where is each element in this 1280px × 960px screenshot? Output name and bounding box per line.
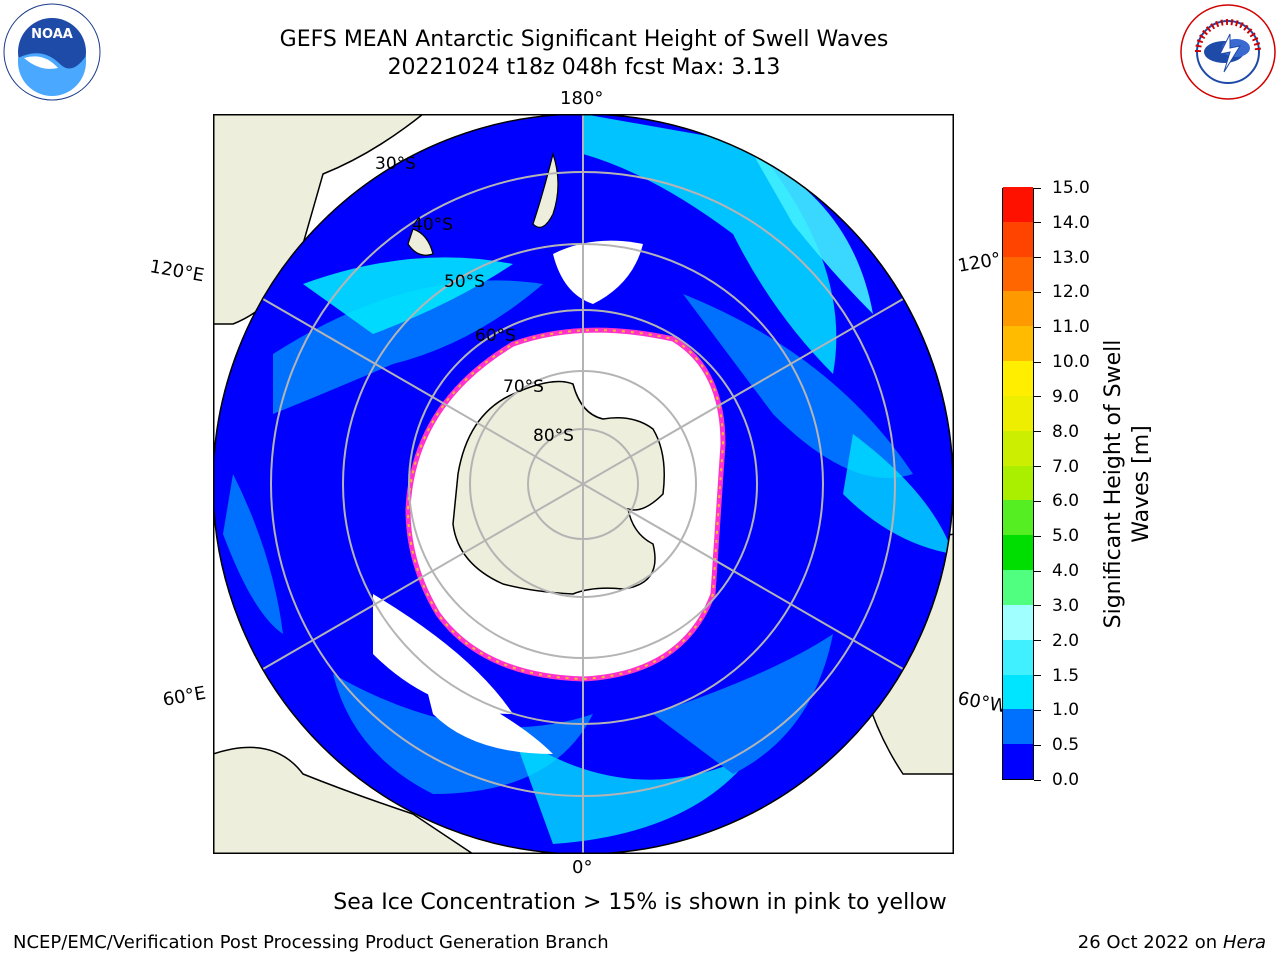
lat-label-30s: 30°S — [375, 154, 416, 174]
graticule — [213, 114, 953, 854]
colorbar-tick-label: 0.5 — [1052, 735, 1080, 756]
colorbar-tick-label: 0.0 — [1052, 770, 1080, 790]
chart-title: GEFS MEAN Antarctic Significant Height o… — [279, 27, 889, 52]
lat-label-60s: 60°S — [475, 326, 516, 346]
colorbar-tick — [1034, 709, 1041, 711]
colorbar-segment — [1003, 499, 1033, 536]
lon-label-60e: 60°E — [161, 682, 208, 711]
colorbar-segment — [1003, 360, 1033, 396]
nws-logo — [1180, 4, 1276, 100]
colorbar-segment — [1003, 465, 1033, 501]
colorbar-tick — [1034, 431, 1041, 433]
lon-label-120w: 120° — [956, 248, 1003, 277]
noaa-logo-text: NOAA — [31, 27, 73, 42]
colorbar-segment — [1003, 221, 1033, 257]
colorbar-tick — [1034, 500, 1041, 502]
colorbar — [1002, 186, 1034, 780]
colorbar-tick — [1034, 605, 1041, 607]
colorbar-segment — [1003, 325, 1033, 362]
chart-subtitle: 20221024 t18z 048h fcst Max: 3.13 — [387, 55, 781, 80]
colorbar-tick — [1034, 291, 1041, 293]
colorbar-segment — [1003, 674, 1033, 710]
colorbar-segment — [1003, 186, 1033, 222]
footer-date: 26 Oct 2022 on Hera — [1078, 932, 1266, 953]
colorbar-tick — [1034, 222, 1041, 224]
colorbar-segment — [1003, 430, 1033, 466]
lon-label-60w: 60°W — [956, 688, 1009, 718]
footer-host: Hera — [1222, 932, 1266, 953]
lat-label-40s: 40°S — [412, 215, 453, 235]
lon-label-0: 0° — [572, 857, 593, 878]
colorbar-tick-label: 6.0 — [1052, 491, 1080, 512]
colorbar-label: Significant Height of Swell Waves [m] — [1100, 340, 1156, 629]
polar-map: 30°S 40°S 50°S 60°S 70°S 80°S — [213, 114, 954, 854]
colorbar-segment — [1003, 569, 1033, 605]
colorbar-tick — [1034, 361, 1041, 363]
sea-ice-footnote: Sea Ice Concentration > 15% is shown in … — [333, 890, 947, 915]
colorbar-tick-label: 9.0 — [1052, 386, 1080, 407]
colorbar-segment — [1003, 395, 1033, 431]
lat-label-70s: 70°S — [503, 377, 544, 397]
colorbar-tick — [1034, 570, 1041, 572]
colorbar-tick — [1034, 675, 1041, 677]
lat-label-50s: 50°S — [444, 272, 485, 292]
footer-date-text: 26 Oct 2022 on — [1077, 932, 1223, 953]
colorbar-label-line1: Significant Height of Swell — [1101, 339, 1126, 629]
colorbar-tick-label: 2.0 — [1052, 630, 1080, 651]
colorbar-tick-label: 14.0 — [1052, 212, 1090, 233]
colorbar-tick — [1034, 535, 1041, 537]
map-frame-border — [213, 114, 954, 854]
colorbar-segment — [1003, 604, 1033, 640]
colorbar-tick-label: 15.0 — [1052, 178, 1090, 198]
colorbar-tick-label: 8.0 — [1052, 421, 1080, 442]
colorbar-tick-label: 3.0 — [1052, 595, 1080, 616]
colorbar-segment — [1003, 290, 1033, 327]
colorbar-segment — [1003, 256, 1033, 292]
colorbar-tick — [1034, 257, 1041, 259]
colorbar-segment — [1003, 534, 1033, 571]
colorbar-tick-label: 10.0 — [1052, 352, 1090, 373]
colorbar-segment — [1003, 639, 1033, 675]
colorbar-tick — [1034, 396, 1041, 398]
colorbar-tick-label: 1.5 — [1052, 665, 1080, 686]
lat-label-80s: 80°S — [533, 426, 574, 446]
noaa-logo: NOAA — [3, 3, 101, 101]
footer-producer: NCEP/EMC/Verification Post Processing Pr… — [13, 932, 609, 953]
colorbar-label-line2: Waves [m] — [1129, 425, 1154, 543]
colorbar-tick-label: 11.0 — [1052, 317, 1090, 338]
colorbar-tick — [1034, 779, 1041, 781]
colorbar-tick — [1034, 466, 1041, 468]
colorbar-tick — [1034, 326, 1041, 328]
lon-label-120e: 120°E — [148, 256, 206, 287]
colorbar-tick-label: 4.0 — [1052, 561, 1080, 582]
colorbar-segment — [1003, 743, 1033, 779]
colorbar-segment — [1003, 708, 1033, 745]
colorbar-tick-label: 5.0 — [1052, 526, 1080, 547]
colorbar-tick-label: 13.0 — [1052, 247, 1090, 268]
colorbar-tick — [1034, 640, 1041, 642]
colorbar-tick — [1034, 187, 1041, 189]
colorbar-tick-label: 1.0 — [1052, 700, 1080, 721]
lon-label-180: 180° — [560, 88, 604, 109]
colorbar-tick — [1034, 744, 1041, 746]
colorbar-tick-label: 7.0 — [1052, 456, 1080, 477]
colorbar-tick-label: 12.0 — [1052, 282, 1090, 303]
